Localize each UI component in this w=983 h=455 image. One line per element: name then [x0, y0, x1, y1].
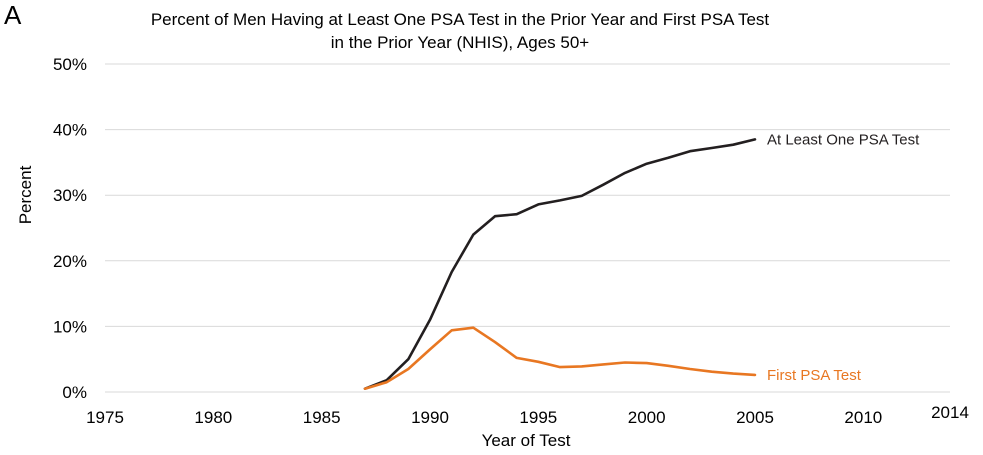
- x-axis-title: Year of Test: [482, 431, 571, 450]
- x-tick-label: 2014: [931, 403, 969, 422]
- y-tick-label: 50%: [53, 55, 87, 74]
- x-tick-label: 2010: [844, 408, 882, 427]
- y-tick-label: 30%: [53, 186, 87, 205]
- y-axis-title: Percent: [16, 165, 35, 224]
- x-tick-label: 2000: [628, 408, 666, 427]
- y-tick-label: 10%: [53, 317, 87, 336]
- series-lines: At Least One PSA Test First PSA Test: [363, 131, 920, 391]
- y-tick-label: 0%: [62, 383, 87, 402]
- x-tick-label: 2005: [736, 408, 774, 427]
- x-tick-label: 1995: [519, 408, 557, 427]
- x-tick-labels: 1975 1980 1985 1990 1995 2000 2005 2010 2014: [86, 403, 969, 427]
- x-tick-label: 1980: [194, 408, 232, 427]
- panel-letter: A: [4, 0, 22, 30]
- x-tick-label: 1985: [303, 408, 341, 427]
- x-tick-label: 1975: [86, 408, 124, 427]
- series-line-at-least-one-psa-test: [363, 138, 757, 391]
- series-line-first-psa-test: [363, 326, 757, 391]
- y-tick-labels: 0% 10% 20% 30% 40% 50%: [53, 55, 87, 402]
- x-tick-label: 1990: [411, 408, 449, 427]
- series-label-at-least-one-psa-test: At Least One PSA Test: [767, 131, 920, 148]
- chart-title-line-2: in the Prior Year (NHIS), Ages 50+: [331, 33, 590, 52]
- series-label-first-psa-test: First PSA Test: [767, 367, 862, 384]
- chart-title-line-1: Percent of Men Having at Least One PSA T…: [151, 10, 770, 29]
- y-tick-label: 40%: [53, 121, 87, 140]
- y-tick-label: 20%: [53, 252, 87, 271]
- gridlines: [105, 63, 950, 393]
